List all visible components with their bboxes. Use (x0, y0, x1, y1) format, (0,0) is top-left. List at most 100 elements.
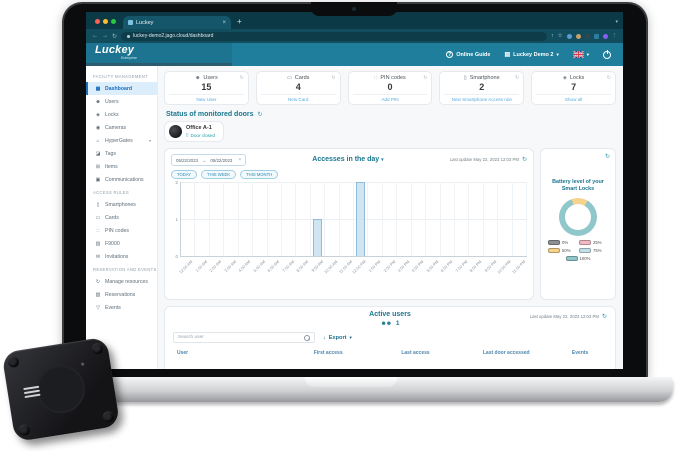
x-tick-wrap: 7:00 PM (454, 257, 469, 281)
bookmark-star-icon[interactable]: ☆ (557, 33, 563, 39)
sidebar-item-hypergates[interactable]: ⌂ HyperGates ▾ (86, 134, 157, 147)
sidebar-item-manage-resources[interactable]: ↻ Manage resources (86, 275, 157, 288)
x-tick-wrap: 1:00 PM (367, 257, 382, 281)
donut-hole (565, 203, 591, 230)
stat-link-new-card[interactable]: New Card (260, 94, 336, 102)
chart-slot (282, 182, 297, 256)
refresh-icon[interactable]: ↻ (514, 75, 520, 81)
language-selector[interactable]: ▾ (572, 51, 589, 58)
app-logo[interactable]: Luckey Enterprise (86, 43, 232, 66)
window-controls[interactable] (95, 19, 116, 24)
sidebar-item-label: Cards (105, 214, 119, 221)
search-user-input[interactable]: Search user (173, 332, 315, 343)
export-button[interactable]: ↓ Export ▾ (323, 335, 352, 341)
clear-dates-icon[interactable]: × (238, 157, 242, 163)
x-tick-wrap: 4:00 AM (238, 257, 252, 281)
legend-swatch (565, 255, 578, 261)
column-header-events[interactable]: Events (571, 350, 589, 356)
extension-icon[interactable] (566, 33, 572, 39)
x-tick: 9:00 AM (309, 259, 324, 273)
column-header-user[interactable]: User (177, 350, 189, 356)
filter-pill-this-month[interactable]: THIS MONTH (240, 170, 279, 179)
chart-slot (426, 182, 441, 256)
column-header-last-access[interactable]: Last access (401, 350, 430, 356)
column-header-first-access[interactable]: First access (313, 350, 343, 356)
sidebar-item-cameras[interactable]: ◉ Cameras (86, 121, 157, 134)
chart-slot (368, 182, 383, 256)
uk-flag-icon (572, 51, 584, 58)
chevron-down-icon: ▾ (586, 51, 589, 57)
x-tick: 5:00 PM (425, 259, 440, 274)
extension-icon[interactable] (575, 33, 581, 39)
refresh-icon[interactable]: ↻ (601, 314, 607, 320)
sidebar-item-cards[interactable]: ▭ Cards (86, 211, 157, 224)
x-tick-wrap: 1:00 AM (194, 257, 208, 281)
f9000-icon: ▥ (95, 240, 101, 247)
door-status-card[interactable]: Office A-1 ▯ Door closed (164, 121, 225, 142)
logout-power-button[interactable] (603, 49, 611, 59)
browser-menu-icon[interactable]: ⋮ (611, 33, 618, 39)
new-tab-button[interactable]: + (237, 17, 242, 26)
maximize-window-icon[interactable] (111, 19, 116, 24)
stat-link-new-smartphone-access-rule[interactable]: New Smartphone Access rule (444, 94, 520, 102)
account-menu[interactable]: ▤ Luckey Demo 2 ▾ (504, 51, 558, 59)
active-users-count: 1 (395, 320, 400, 327)
x-tick-wrap: 4:00 PM (411, 257, 425, 281)
x-tick: 10:00 PM (495, 259, 512, 275)
sidebar-item-smartphones[interactable]: ▯ Smartphones (86, 198, 157, 211)
tab-close-icon[interactable]: × (222, 19, 226, 26)
extension-icon[interactable] (602, 33, 608, 39)
sidebar-item-dashboard[interactable]: ▦ Dashboard (86, 82, 157, 95)
chart-slot (397, 182, 412, 256)
tab-list-chevron-icon[interactable]: ▾ (615, 19, 618, 25)
sidebar-item-communications[interactable]: ▣ Communications (86, 173, 157, 186)
sidebar-item-f9000[interactable]: ▥ F9000 (86, 237, 157, 250)
chevron-down-icon[interactable]: ▾ (381, 157, 384, 163)
extension-icon[interactable] (584, 33, 590, 39)
sidebar-item-invitations[interactable]: ✉ Invitations (86, 250, 157, 263)
date-to[interactable]: 05/22/2023 (210, 157, 233, 163)
refresh-icon[interactable]: ↻ (604, 154, 610, 160)
filter-pill-this-week[interactable]: THIS WEEK (201, 170, 237, 179)
extension-icon[interactable] (593, 33, 599, 39)
sidebar-item-items[interactable]: ⊞ Items (86, 160, 157, 173)
sidebar-item-pin-codes[interactable]: ∷ PIN codes (86, 224, 157, 237)
stat-value: 2 (479, 82, 485, 92)
refresh-icon[interactable]: ↻ (521, 157, 527, 163)
refresh-icon[interactable]: ↻ (606, 75, 611, 81)
search-icon (304, 334, 310, 341)
browser-tab[interactable]: Luckey × (123, 16, 231, 29)
stat-card-header: ☻ Users (169, 75, 244, 81)
sidebar-item-users[interactable]: ☻ Users (86, 95, 157, 108)
refresh-icon[interactable]: ↻ (331, 75, 336, 81)
refresh-icon[interactable]: ↻ (423, 75, 428, 81)
online-guide-button[interactable]: ? Online Guide (446, 51, 490, 58)
legend-item-75: 75% (579, 247, 608, 253)
chart-slot (325, 182, 340, 256)
sidebar-item-tags[interactable]: ◪ Tags (86, 147, 157, 160)
device-label (23, 385, 41, 402)
address-bar[interactable]: luckey-demo2.jago.cloud/dashboard (121, 31, 547, 41)
stat-link-add-pin[interactable]: Add PIN (352, 94, 428, 102)
sidebar-item-events[interactable]: ▽ Events (86, 301, 157, 314)
reload-icon[interactable]: ↻ (112, 33, 118, 40)
smartphones-icon: ▯ (96, 201, 100, 208)
minimize-window-icon[interactable] (103, 19, 108, 24)
back-icon[interactable]: ← (92, 32, 98, 39)
refresh-icon[interactable]: ↻ (239, 75, 244, 81)
x-tick-wrap: 3:00 AM (223, 257, 237, 281)
sidebar-item-locks[interactable]: ◈ Locks (86, 108, 157, 121)
close-window-icon[interactable] (95, 19, 100, 24)
date-from[interactable]: 05/22/2023 (176, 157, 198, 163)
date-range-picker[interactable]: 05/22/2023 → 05/22/2023 × (171, 154, 247, 166)
column-header-last-door-accessed[interactable]: Last door accessed (482, 350, 530, 356)
forward-icon[interactable]: → (102, 32, 108, 39)
refresh-icon[interactable]: ↻ (257, 112, 263, 118)
stat-link-new-user[interactable]: New User (169, 94, 244, 102)
chart-slot (441, 182, 456, 256)
stat-link-show-all[interactable]: Show all (536, 94, 611, 102)
share-icon[interactable]: ↑ (550, 33, 554, 39)
filter-pill-today[interactable]: TODAY (171, 170, 198, 179)
sidebar-item-reservations[interactable]: ▧ Reservations (86, 288, 157, 301)
chart-title: Accesses in the day (312, 156, 380, 163)
